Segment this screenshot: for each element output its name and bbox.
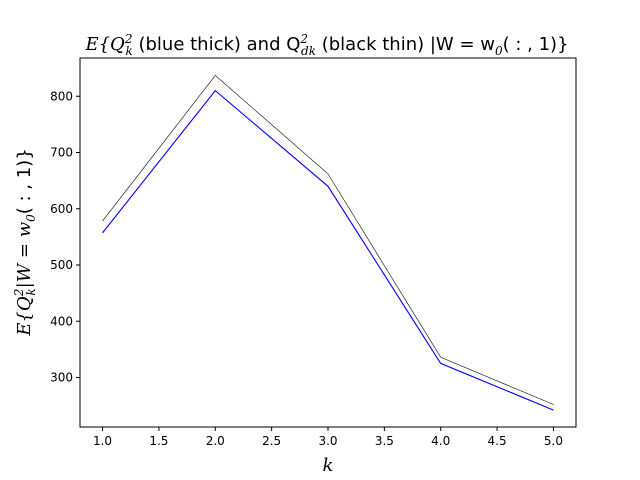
x-tick-label: 2.5 xyxy=(262,434,281,448)
y-tick-label: 800 xyxy=(50,89,73,103)
x-tick-label: 3.0 xyxy=(318,434,337,448)
series-line-1-blue-thick xyxy=(102,89,554,411)
x-tick-label: 1.0 xyxy=(93,434,112,448)
y-axis-ticks: 300 400 500 600 700 800 xyxy=(50,89,80,385)
x-tick-label: 5.0 xyxy=(544,434,563,448)
series-line-2-black-thin xyxy=(102,74,554,405)
x-tick-label: 3.5 xyxy=(375,434,394,448)
y-tick-label: 600 xyxy=(50,202,73,216)
x-tick-label: 4.0 xyxy=(431,434,450,448)
y-tick-label: 700 xyxy=(50,146,73,160)
series-layer xyxy=(102,74,554,411)
x-tick-label: 2.0 xyxy=(206,434,225,448)
x-axis-ticks: 1.0 1.5 2.0 2.5 3.0 3.5 4.0 4.5 5.0 xyxy=(93,427,563,448)
y-tick-label: 400 xyxy=(50,314,73,328)
x-tick-label: 4.5 xyxy=(488,434,507,448)
y-tick-label: 300 xyxy=(50,371,73,385)
y-tick-label: 500 xyxy=(50,258,73,272)
x-axis-label: k xyxy=(323,455,334,476)
plot-area-frame xyxy=(79,57,577,428)
chart-title: E{Q2 k (blue thick) and Q2 dk (black thin)… xyxy=(84,32,568,58)
y-axis-label: E{Q2k|W = w0( : , 1)} xyxy=(12,148,38,336)
x-tick-label: 1.5 xyxy=(149,434,168,448)
